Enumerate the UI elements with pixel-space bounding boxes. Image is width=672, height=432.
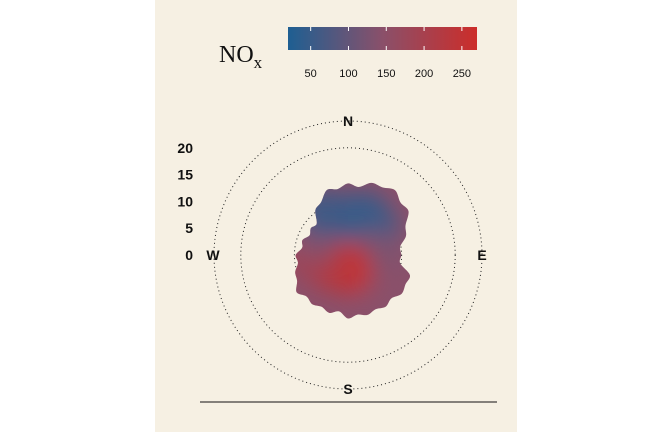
colorbar-tick-label: 50 — [305, 68, 317, 80]
polar-field — [295, 182, 411, 319]
colorbar: 50 100 150 200 250 — [288, 27, 477, 80]
compass-north: N — [343, 113, 353, 129]
plot-panel: 50 100 150 200 250 NOx 0 5 10 15 20 N E S W — [155, 0, 517, 432]
colorbar-title: NOx — [219, 42, 263, 72]
colorbar-tick-label: 100 — [339, 68, 357, 80]
radial-tick-label: 0 — [185, 247, 193, 263]
compass-west: W — [206, 247, 220, 263]
radial-tick-label: 10 — [177, 193, 193, 209]
compass-south: S — [343, 381, 352, 397]
radial-tick-label: 20 — [177, 140, 193, 156]
radial-tick-label: 15 — [177, 167, 193, 183]
colorbar-tick-label: 150 — [377, 68, 395, 80]
radial-ring — [213, 120, 483, 390]
colorbar-tick-label: 200 — [415, 68, 433, 80]
colorbar-tick-label: 250 — [453, 68, 471, 80]
polar-plot: 50 100 150 200 250 NOx 0 5 10 15 20 N E S W — [177, 27, 497, 403]
radial-tick-label: 5 — [185, 220, 193, 236]
radial-ring — [240, 147, 456, 363]
compass-east: E — [477, 247, 486, 263]
colorbar-gradient — [288, 27, 477, 50]
field-point — [299, 189, 348, 238]
